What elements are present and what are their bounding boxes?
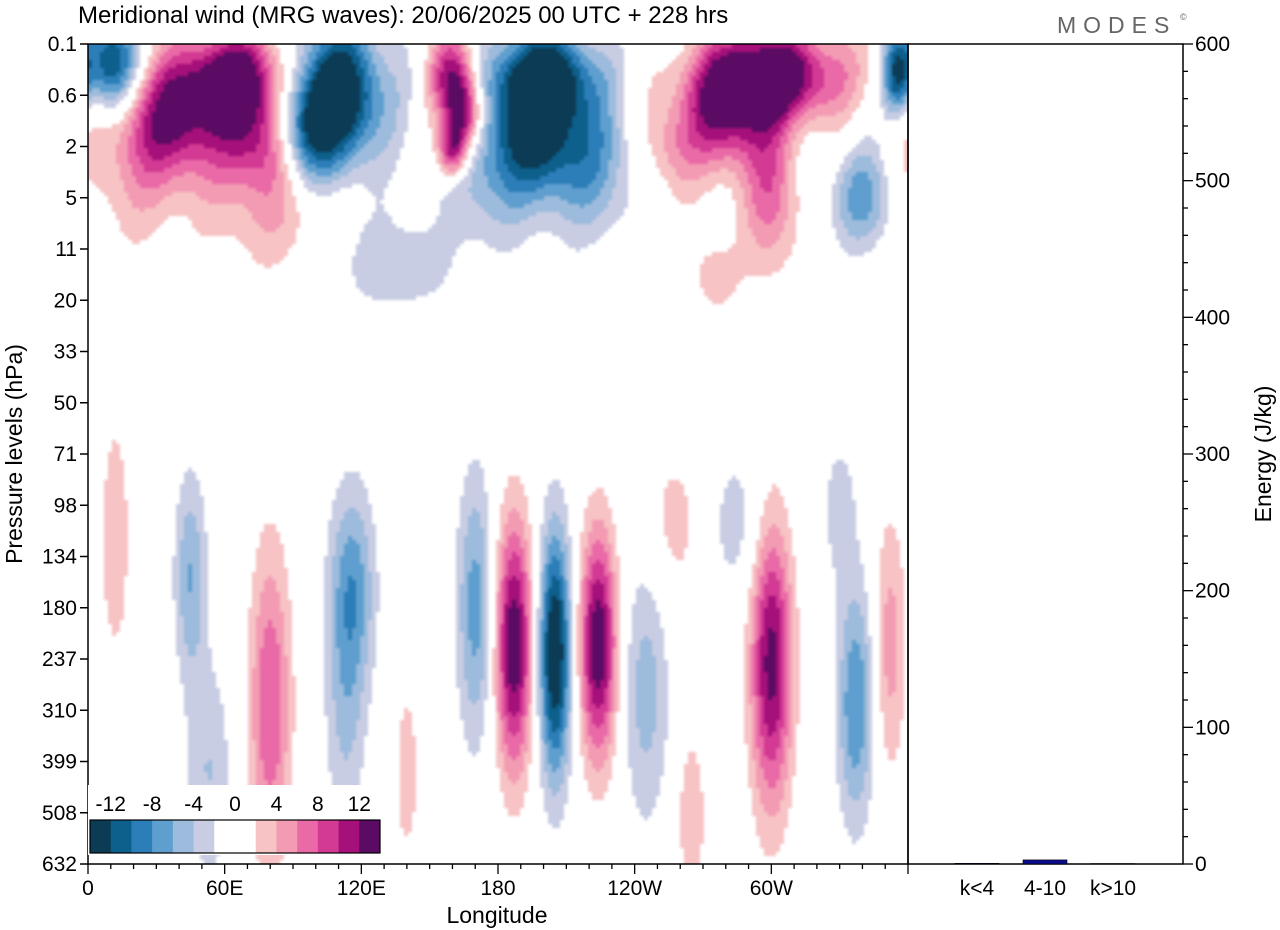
y-tick-label: 0.6 bbox=[48, 84, 77, 107]
x-tick-label: 180 bbox=[480, 877, 515, 900]
colorbar-frame bbox=[89, 819, 381, 854]
colorbar-swatch bbox=[235, 820, 257, 853]
energy-category-label: k>10 bbox=[1090, 877, 1136, 900]
colorbar-swatch bbox=[317, 820, 340, 853]
energy-tick-label: 500 bbox=[1195, 170, 1230, 193]
y-tick-label: 50 bbox=[54, 392, 77, 415]
colorbar-swatch bbox=[193, 820, 215, 853]
colorbar-swatch bbox=[152, 820, 174, 853]
x-axis-label: Longitude bbox=[446, 902, 547, 928]
y-tick-label: 11 bbox=[55, 238, 77, 261]
energy-tick-label: 100 bbox=[1195, 716, 1230, 739]
brand-name: MODES bbox=[1057, 12, 1176, 38]
chart-title: Meridional wind (MRG waves): 20/06/2025 … bbox=[78, 2, 728, 29]
energy-bar bbox=[1022, 859, 1068, 865]
y-tick-label: 33 bbox=[54, 341, 77, 364]
y-tick-label: 508 bbox=[42, 802, 77, 825]
pressure-axis: 0.1 0.6 2 5 11 20 33 50 71 98 134 180 237 310 399 508 63… bbox=[42, 33, 88, 876]
colorbar-swatch bbox=[276, 820, 298, 853]
y-tick-label: 2 bbox=[65, 136, 77, 159]
energy-bar-chart: k<4 4-10 k>10 bbox=[954, 859, 1136, 900]
y-tick-label: 134 bbox=[42, 546, 77, 569]
y-tick-label: 71 bbox=[54, 443, 77, 466]
x-tick-label: 120E bbox=[337, 877, 386, 900]
y-tick-label: 98 bbox=[54, 494, 77, 517]
colorbar-swatch bbox=[172, 820, 195, 853]
meridional-wind-field bbox=[88, 44, 908, 864]
energy-tick-label: 200 bbox=[1195, 580, 1230, 603]
heatmap-panel bbox=[88, 44, 908, 864]
energy-bar bbox=[1090, 863, 1136, 865]
energy-tick-label: 300 bbox=[1195, 443, 1230, 466]
colorbar-swatch bbox=[338, 820, 360, 853]
colorbar-tick-label: 12 bbox=[348, 793, 371, 816]
x-tick-label: 60W bbox=[750, 877, 793, 900]
energy-category-label: k<4 bbox=[960, 877, 995, 900]
colorbar-tick-label: 0 bbox=[229, 793, 241, 816]
x-tick-label: 60E bbox=[206, 877, 243, 900]
colorbar-tick-label: -12 bbox=[96, 793, 126, 816]
energy-axis: 0 100 200 300 400 500 600 bbox=[1183, 33, 1230, 876]
colorbar-tick-label: 4 bbox=[271, 793, 283, 816]
energy-axis-label: Energy (J/kg) bbox=[1250, 386, 1276, 523]
x-tick-label: 0 bbox=[82, 877, 94, 900]
y-tick-label: 632 bbox=[42, 853, 77, 876]
y-tick-label: 237 bbox=[42, 648, 77, 671]
colorbar: -12 -8 -4 0 4 8 12 bbox=[88, 785, 382, 855]
energy-category-label: 4-10 bbox=[1024, 877, 1066, 900]
colorbar-swatch bbox=[90, 820, 112, 853]
energy-tick-label: 0 bbox=[1195, 853, 1207, 876]
brand-mark: © bbox=[1180, 12, 1187, 22]
y-axis-label: Pressure levels (hPa) bbox=[1, 344, 27, 564]
colorbar-swatch bbox=[214, 820, 236, 853]
y-tick-label: 20 bbox=[54, 289, 77, 312]
y-tick-label: 310 bbox=[42, 699, 77, 722]
colorbar-tick-label: -8 bbox=[143, 793, 162, 816]
x-tick-label: 120W bbox=[607, 877, 662, 900]
y-tick-label: 5 bbox=[65, 187, 77, 210]
y-tick-label: 0.1 bbox=[48, 33, 77, 56]
modes-logo: MODES © bbox=[1057, 12, 1187, 38]
colorbar-swatch bbox=[255, 820, 277, 853]
colorbar-swatch bbox=[359, 820, 381, 853]
colorbar-swatch bbox=[297, 820, 319, 853]
energy-panel-frame bbox=[907, 43, 1184, 865]
colorbar-tick-label: 8 bbox=[312, 793, 324, 816]
colorbar-swatch bbox=[131, 820, 153, 853]
colorbar-tick-label: -4 bbox=[184, 793, 203, 816]
colorbar-swatch bbox=[110, 820, 132, 853]
y-tick-label: 180 bbox=[42, 597, 77, 620]
energy-bar bbox=[954, 863, 1000, 865]
y-tick-label: 399 bbox=[42, 751, 77, 774]
energy-tick-label: 400 bbox=[1195, 306, 1230, 329]
energy-tick-label: 600 bbox=[1195, 33, 1230, 56]
longitude-axis: 0 60E 120E 180 120W 60W bbox=[82, 864, 909, 900]
